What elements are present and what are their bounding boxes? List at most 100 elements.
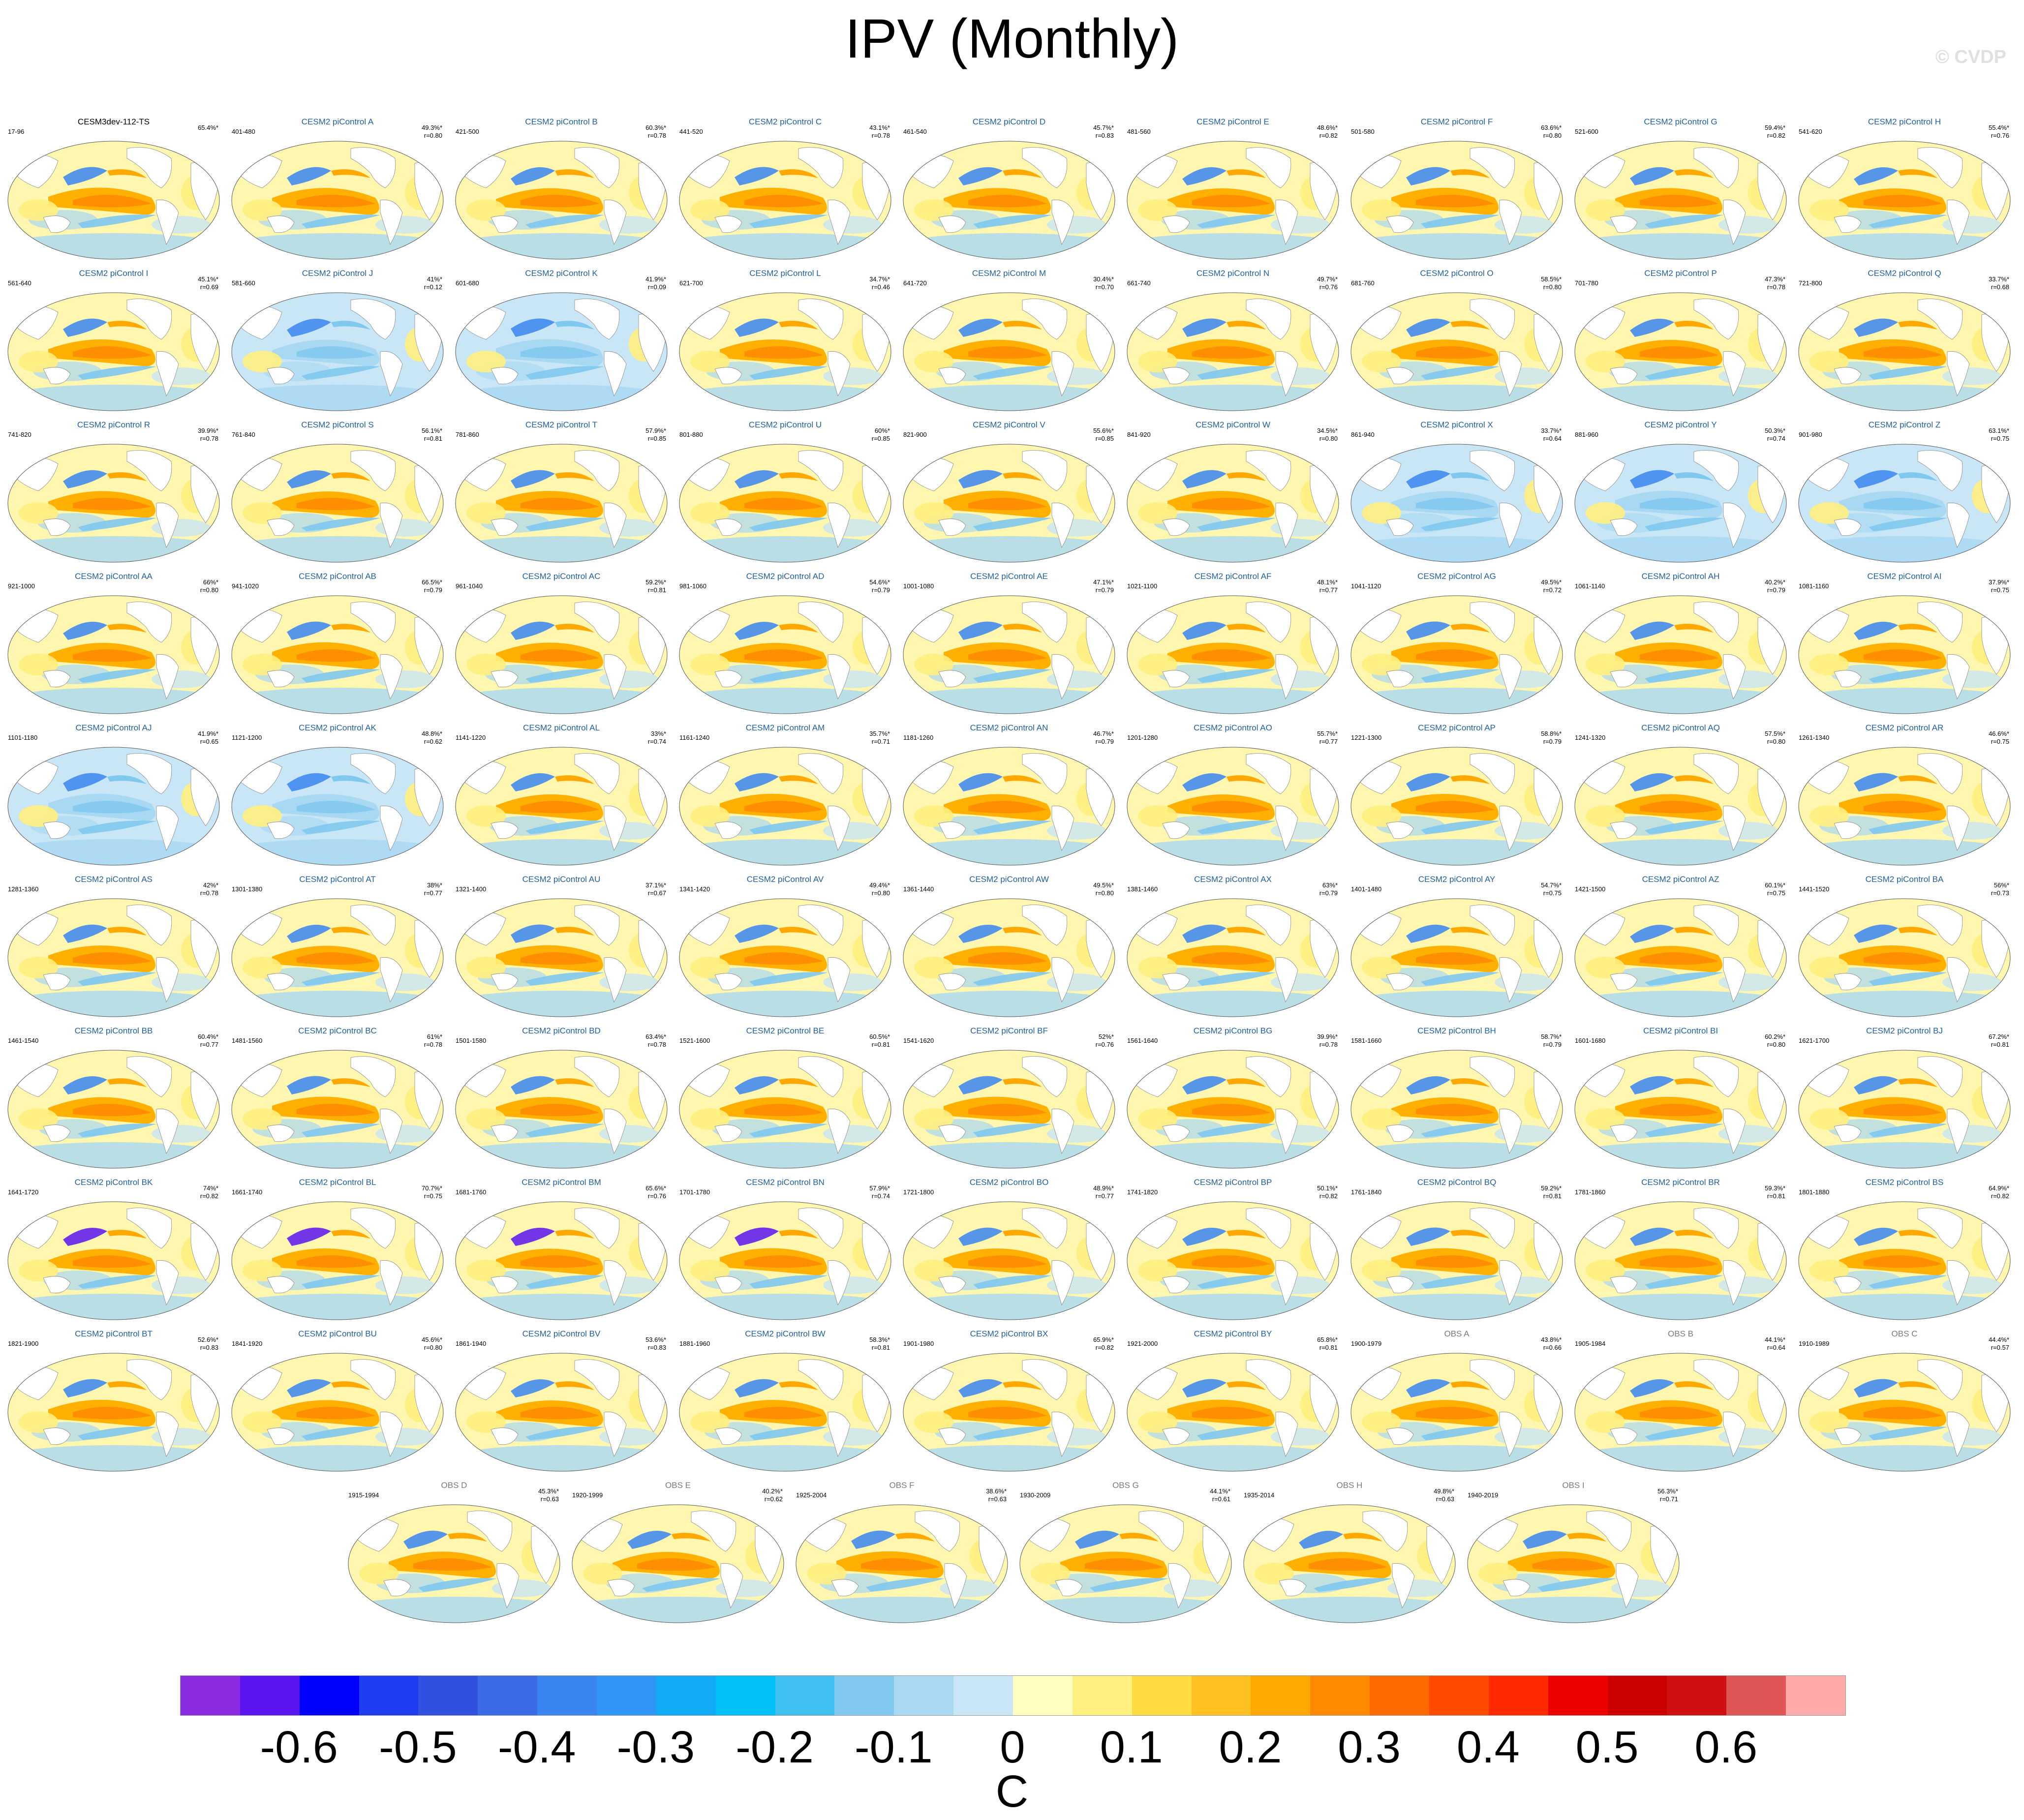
colorbar-tick: -0.1 <box>855 1722 933 1772</box>
ipv-pattern-map <box>1574 1353 1787 1472</box>
panel-correlation: r=0.78 <box>200 889 218 897</box>
ipv-pattern-map <box>1127 595 1339 714</box>
panel-correlation: r=0.77 <box>1095 1192 1114 1200</box>
panel-title: CESM2 piControl T <box>525 420 598 429</box>
panel-period: 1861-1940 <box>456 1340 487 1347</box>
panel-variance-pct: 44.1%* <box>1765 1336 1785 1343</box>
panel-title: CESM2 piControl AC <box>522 572 601 581</box>
ipv-pattern-map <box>1350 898 1563 1017</box>
panel-period: 1915-1994 <box>348 1491 379 1499</box>
panel-title: CESM2 piControl AZ <box>1642 875 1719 884</box>
ipv-pattern-map <box>1127 747 1339 866</box>
panel-correlation: r=0.77 <box>1319 738 1338 745</box>
map-panel: CESM2 piControl BX 1901-1980 65.9%* r=0.82 <box>899 1326 1119 1474</box>
panel-period: 1121-1200 <box>232 734 262 741</box>
map-panel: OBS F 1925-2004 38.6%* r=0.63 <box>792 1478 1012 1625</box>
panel-period: 1930-2009 <box>1020 1491 1051 1499</box>
panel-variance-pct: 67.2%* <box>1989 1033 2009 1040</box>
panel-correlation: r=0.76 <box>1991 132 2009 139</box>
panel-correlation: r=0.57 <box>1991 1344 2009 1351</box>
panel-title: CESM2 piControl AJ <box>75 723 152 732</box>
panel-variance-pct: 56.1%* <box>422 427 442 434</box>
map-panel: CESM2 piControl AT 1301-1380 38%* r=0.77 <box>228 872 447 1019</box>
panel-correlation: r=0.80 <box>871 889 890 897</box>
panel-variance-pct: 63.4%* <box>645 1033 666 1040</box>
panel-title: CESM2 piControl C <box>748 117 822 126</box>
panel-period: 1521-1600 <box>679 1037 710 1044</box>
map-panel: OBS A 1900-1979 43.8%* r=0.66 <box>1347 1326 1566 1474</box>
panel-variance-pct: 33.7%* <box>1989 275 2009 283</box>
panel-correlation: r=0.73 <box>1991 889 2009 897</box>
ipv-pattern-map <box>1798 595 2011 714</box>
map-panel: CESM2 piControl BR 1781-1860 59.3%* r=0.81 <box>1571 1175 1790 1322</box>
panel-title: CESM2 piControl BT <box>75 1329 153 1338</box>
map-panel: CESM2 piControl M 641-720 30.4%* r=0.70 <box>899 266 1119 413</box>
panel-variance-pct: 65.6%* <box>645 1184 666 1192</box>
panel-correlation: r=0.78 <box>1319 1041 1338 1048</box>
colorbar-tick: 0.1 <box>1100 1722 1163 1772</box>
map-panel: OBS C 1910-1989 44.4%* r=0.57 <box>1795 1326 2014 1474</box>
panel-variance-pct: 46.6%* <box>1989 730 2009 737</box>
panel-title: CESM2 piControl H <box>1868 117 1941 126</box>
panel-title: CESM2 piControl BG <box>1193 1026 1273 1035</box>
panel-variance-pct: 54.6%* <box>869 578 890 586</box>
panel-title: CESM2 piControl BQ <box>1417 1178 1497 1187</box>
ipv-pattern-map <box>1019 1504 1232 1623</box>
panel-correlation: r=0.82 <box>1991 1192 2009 1200</box>
ipv-pattern-map <box>455 292 668 411</box>
panel-title: CESM2 piControl BY <box>1194 1329 1272 1338</box>
panel-period: 1661-1740 <box>232 1188 263 1196</box>
panel-title: CESM2 piControl BU <box>298 1329 377 1338</box>
ipv-pattern-map <box>1798 747 2011 866</box>
panel-period: 1841-1920 <box>232 1340 263 1347</box>
ipv-pattern-map <box>1798 1201 2011 1320</box>
panel-period: 901-980 <box>1799 431 1822 438</box>
colorbar-swatch <box>1191 1676 1251 1715</box>
ipv-pattern-map <box>679 1050 891 1169</box>
panel-period: 1401-1480 <box>1351 885 1382 893</box>
panel-title: CESM2 piControl B <box>525 117 598 126</box>
panel-title: CESM2 piControl AO <box>1194 723 1272 732</box>
panel-title: CESM2 piControl AR <box>1865 723 1944 732</box>
map-panel: CESM2 piControl AD 981-1060 54.6%* r=0.79 <box>675 569 895 716</box>
panel-correlation: r=0.75 <box>1991 738 2009 745</box>
panel-correlation: r=0.81 <box>647 586 666 594</box>
ipv-pattern-map <box>1574 141 1787 260</box>
ipv-pattern-map <box>7 1201 220 1320</box>
colorbar-tick: -0.2 <box>736 1722 814 1772</box>
panel-correlation: r=0.77 <box>424 889 442 897</box>
ipv-pattern-map <box>1350 1353 1563 1472</box>
panel-correlation: r=0.85 <box>871 435 890 442</box>
panel-correlation: r=0.79 <box>1543 738 1562 745</box>
panel-title: CESM2 piControl AD <box>746 572 825 581</box>
panel-correlation: r=0.80 <box>424 1344 442 1351</box>
panel-title: CESM2 piControl AM <box>745 723 825 732</box>
panel-correlation: r=0.74 <box>1767 435 1785 442</box>
panel-variance-pct: 35.7%* <box>869 730 890 737</box>
ipv-pattern-map <box>1127 898 1339 1017</box>
panel-correlation: r=0.80 <box>200 586 218 594</box>
panel-variance-pct: 38.6%* <box>986 1487 1007 1495</box>
panel-variance-pct: 59.3%* <box>1765 1184 1785 1192</box>
colorbar-swatch <box>1667 1676 1727 1715</box>
map-panel: CESM2 piControl BA 1441-1520 56%* r=0.73 <box>1795 872 2014 1019</box>
colorbar-swatch <box>1132 1676 1192 1715</box>
map-panel: CESM2 piControl R 741-820 39.9%* r=0.78 <box>4 417 223 565</box>
panel-correlation: r=0.75 <box>1543 889 1562 897</box>
panel-period: 921-1000 <box>8 582 35 590</box>
ipv-pattern-map <box>1350 444 1563 563</box>
panel-title: CESM2 piControl BD <box>522 1026 601 1035</box>
panel-variance-pct: 49.8%* <box>1434 1487 1454 1495</box>
panel-title: CESM2 piControl D <box>972 117 1046 126</box>
ipv-pattern-map <box>455 595 668 714</box>
ipv-pattern-map <box>679 898 891 1017</box>
panel-period: 1181-1260 <box>903 734 934 741</box>
panel-period: 1361-1440 <box>903 885 934 893</box>
panel-correlation: r=0.79 <box>1767 586 1785 594</box>
panel-title: CESM2 piControl J <box>302 269 373 278</box>
map-panel: CESM2 piControl AQ 1241-1320 57.5%* r=0.80 <box>1571 720 1790 868</box>
panel-variance-pct: 39.9%* <box>198 427 218 434</box>
ipv-pattern-map <box>1574 898 1787 1017</box>
panel-period: 1881-1960 <box>679 1340 710 1347</box>
panel-variance-pct: 45.1%* <box>198 275 218 283</box>
